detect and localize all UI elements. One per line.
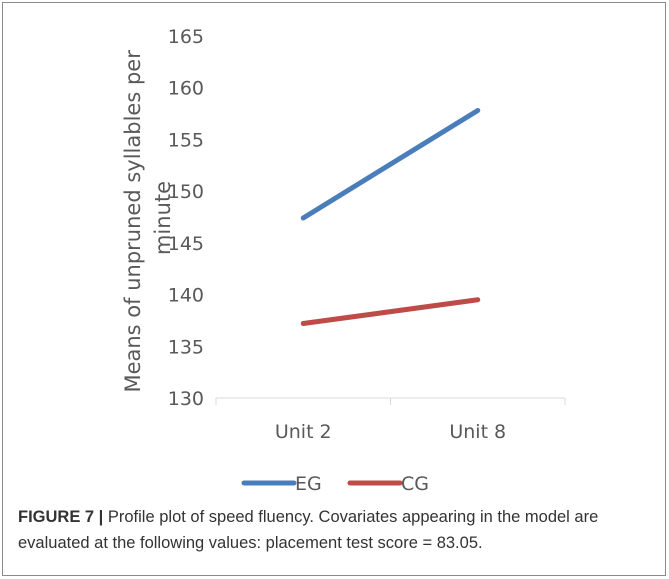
caption-text: Profile plot of speed fluency. Covariate… [18, 508, 599, 552]
figure-caption: FIGURE 7 | Profile plot of speed fluency… [18, 504, 658, 556]
x-tick-label: Unit 2 [275, 421, 332, 443]
y-axis-label-line-2: minute [151, 181, 175, 255]
y-axis-label: Means of unpruned syllables per minute [121, 43, 175, 392]
caption-label: FIGURE 7 | [18, 508, 104, 526]
y-tick-label: 165 [168, 26, 204, 48]
y-tick-label: 140 [168, 285, 204, 307]
series-line-eg [300, 107, 481, 221]
series-line-cg [300, 297, 481, 327]
legend: EG CG [241, 473, 429, 495]
y-tick-label: 130 [168, 388, 204, 410]
x-axis-labels: Unit 2 Unit 8 [275, 421, 506, 443]
y-tick-label: 150 [168, 181, 204, 203]
y-tick-label: 160 [168, 78, 204, 100]
y-axis-ticks: 130 135 140 145 150 155 160 165 [168, 26, 204, 410]
legend-label-eg: EG [295, 473, 322, 495]
line-chart: 130 135 140 145 150 155 160 165 Unit 2 Unit 8 Me… [121, 26, 566, 495]
series-lines [300, 107, 481, 327]
y-tick-label: 145 [168, 233, 204, 255]
legend-label-cg: CG [401, 473, 429, 495]
x-axis-tick-marks [215, 398, 566, 405]
y-tick-label: 135 [168, 336, 204, 358]
y-axis-label-line-1: Means of unpruned syllables per [121, 50, 145, 393]
x-tick-label: Unit 8 [449, 421, 506, 443]
y-tick-label: 155 [168, 129, 204, 151]
